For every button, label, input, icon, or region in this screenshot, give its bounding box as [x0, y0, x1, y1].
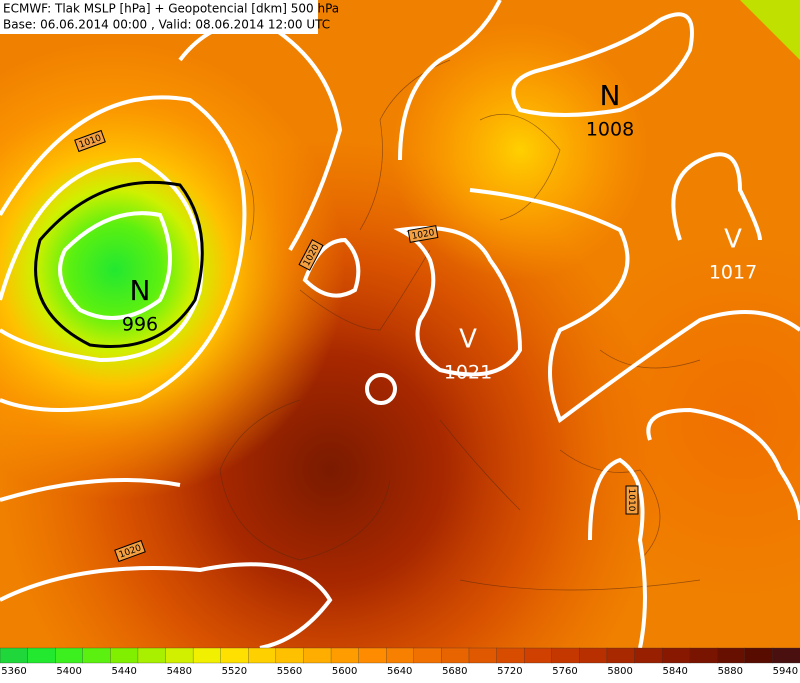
colorbar-label: 5480: [167, 666, 192, 677]
isobar-label: 1010: [625, 485, 639, 515]
color-swatch: [55, 647, 84, 664]
color-swatch: [165, 647, 194, 664]
color-swatch: [772, 647, 800, 664]
color-swatch: [606, 647, 636, 664]
color-swatch: [413, 647, 443, 664]
center-value: 1021: [444, 362, 492, 384]
color-swatch: [634, 647, 663, 664]
color-swatch: [220, 647, 249, 664]
cool-corner: [740, 0, 800, 60]
colorbar-label: 5720: [497, 666, 522, 677]
colorbar: 5360 5400 5440 5480 5520 5560 5600 5640 5680 5720…: [0, 647, 800, 677]
center-value: 1017: [709, 262, 757, 284]
pressure-centers: N 996 N 1008 V 1017 V 1021: [122, 79, 757, 384]
color-swatch: [27, 647, 56, 664]
color-swatch: [137, 647, 167, 664]
coastlines: [219, 59, 701, 591]
color-swatch: [303, 647, 332, 664]
color-swatch: [744, 647, 774, 664]
color-swatch: [330, 647, 360, 664]
color-swatch: [386, 647, 415, 664]
center-letter: N: [130, 274, 151, 307]
colorbar-label: 5680: [442, 666, 467, 677]
label-box: [407, 225, 439, 243]
color-swatch: [661, 647, 691, 664]
header-box: [0, 0, 318, 34]
color-swatch: [496, 647, 525, 664]
colorbar-label: 5880: [718, 666, 743, 677]
label-text: 1010: [626, 489, 636, 512]
color-swatch: [717, 647, 746, 664]
label-box: [74, 129, 106, 153]
center-value: 996: [122, 314, 158, 336]
colorbar-label: 5520: [222, 666, 247, 677]
center-letter: V: [724, 225, 742, 255]
colorbar-label: 5940: [773, 666, 798, 677]
colorbar-label: 5400: [56, 666, 81, 677]
color-swatch: [248, 647, 277, 664]
color-swatch: [192, 647, 222, 664]
color-swatch: [275, 647, 305, 664]
color-swatch: [468, 647, 498, 664]
colorbar-label: 5360: [1, 666, 26, 677]
color-swatch: [110, 647, 139, 664]
center-value: 1008: [586, 119, 634, 141]
isobar-label: 1020: [407, 225, 439, 243]
colorbar-label: 5640: [387, 666, 412, 677]
color-swatch: [358, 647, 387, 664]
color-swatch: [82, 647, 111, 664]
colorbar-label: 5600: [332, 666, 357, 677]
color-swatch: [441, 647, 470, 664]
colorbar-label: 5760: [552, 666, 577, 677]
label-box: [625, 485, 639, 515]
label-box: [114, 539, 146, 563]
center-letter: V: [459, 325, 477, 355]
color-swatch: [689, 647, 718, 664]
center-letter: N: [600, 79, 621, 112]
color-swatch: [579, 647, 608, 664]
cold-low: [0, 0, 800, 648]
colorbar-label: 5840: [662, 666, 687, 677]
colorbar-label: 5560: [277, 666, 302, 677]
colorbar-label: 5800: [607, 666, 632, 677]
color-swatch: [551, 647, 580, 664]
color-swatch: [0, 647, 29, 664]
color-swatch: [523, 647, 553, 664]
header-line: Base: 06.06.2014 00:00 , Valid: 08.06.20…: [3, 18, 330, 32]
header-line: ECMWF: Tlak MSLP [hPa] + Geopotencial [d…: [3, 2, 339, 16]
label-box: [298, 239, 324, 271]
colorbar-label: 5440: [111, 666, 136, 677]
label-text: 1020: [411, 228, 436, 242]
